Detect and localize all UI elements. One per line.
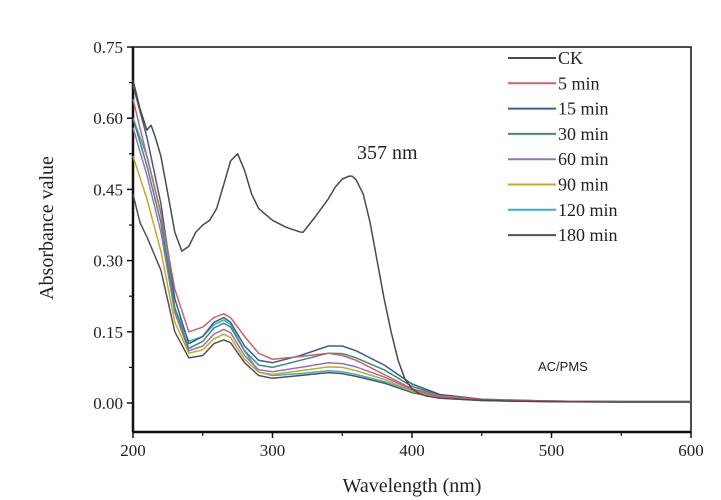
legend-item: 30 min bbox=[508, 124, 609, 144]
y-tick-label: 0.15 bbox=[93, 323, 123, 342]
legend-label: 30 min bbox=[558, 124, 609, 144]
y-tick-label: 0.75 bbox=[93, 38, 123, 57]
y-tick-label: 0.45 bbox=[93, 180, 123, 199]
legend-item: CK bbox=[508, 48, 583, 68]
series-line-5-min bbox=[132, 99, 691, 403]
y-tick-label: 0.60 bbox=[93, 109, 123, 128]
x-tick-label: 500 bbox=[539, 441, 565, 460]
x-tick-label: 600 bbox=[678, 441, 704, 460]
legend-label: 180 min bbox=[558, 225, 618, 245]
legend-label: 120 min bbox=[558, 200, 618, 220]
annotation-system-label: AC/PMS bbox=[538, 359, 588, 374]
legend-item: 5 min bbox=[508, 73, 600, 93]
legend-label: 15 min bbox=[558, 99, 609, 119]
legend-item: 15 min bbox=[508, 99, 609, 119]
series-layer bbox=[132, 80, 691, 403]
legend-item: 120 min bbox=[508, 200, 618, 220]
legend-label: 90 min bbox=[558, 175, 609, 195]
axes-layer: 200 300 400 500 600 0.00 0.15 0.30 0.45 0.60 0.75 bbox=[93, 38, 704, 460]
legend-label: CK bbox=[558, 48, 583, 68]
y-tick-label: 0.30 bbox=[93, 252, 123, 271]
series-line-15-min bbox=[132, 84, 691, 403]
legend: CK 5 min 15 min 30 min 60 min 90 min 120 min 18… bbox=[508, 48, 618, 245]
y-tick-label: 0.00 bbox=[93, 394, 123, 413]
x-tick-label: 200 bbox=[120, 441, 146, 460]
legend-label: 5 min bbox=[558, 73, 600, 93]
series-line-ck bbox=[132, 80, 691, 403]
x-tick-label: 300 bbox=[260, 441, 286, 460]
series-line-60-min bbox=[132, 127, 691, 403]
x-axis-title: Wavelength (nm) bbox=[343, 475, 482, 497]
legend-item: 60 min bbox=[508, 149, 609, 169]
annotation-357nm: 357 nm bbox=[357, 142, 418, 164]
legend-item: 180 min bbox=[508, 225, 618, 245]
x-tick-label: 400 bbox=[399, 441, 425, 460]
y-axis-title: Absorbance value bbox=[36, 156, 58, 300]
legend-item: 90 min bbox=[508, 175, 609, 195]
legend-label: 60 min bbox=[558, 149, 609, 169]
